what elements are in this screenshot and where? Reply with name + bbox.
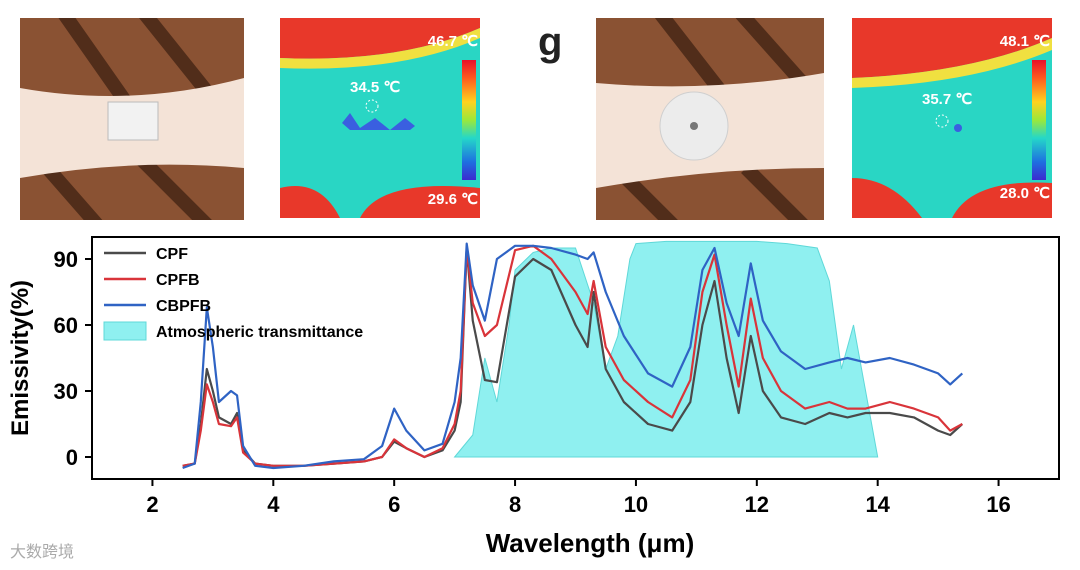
x-axis-label: Wavelength (μm) xyxy=(486,528,695,558)
y-axis-label: Emissivity(%) xyxy=(7,280,34,436)
max-temp-label: 46.7 ℃ xyxy=(427,33,478,50)
x-tick-label: 8 xyxy=(509,492,521,517)
panel-label: g xyxy=(538,20,563,64)
series-line-cbpfb xyxy=(182,242,964,470)
legend-label: CPF xyxy=(156,246,188,263)
max-temp-label: 48.1 ℃ xyxy=(999,33,1050,50)
y-tick-label: 30 xyxy=(54,379,78,404)
fabric-patch-square xyxy=(107,101,159,141)
color-scale-bar xyxy=(462,60,476,180)
photo-arm-left xyxy=(20,18,244,220)
x-tick-label: 16 xyxy=(986,492,1010,517)
x-tick-label: 6 xyxy=(388,492,400,517)
center-temp-label: 34.5 ℃ xyxy=(350,79,401,96)
emissivity-chart: 2 4 6 8 10 12 14 16 0 30 60 90 CPF CPFB CBPFB Atmosphe… xyxy=(7,236,1060,558)
min-temp-label: 28.0 ℃ xyxy=(999,185,1050,202)
x-tick-label: 12 xyxy=(745,492,769,517)
x-tick-label: 14 xyxy=(865,492,890,517)
y-tick-label: 0 xyxy=(66,445,78,470)
x-tick-label: 10 xyxy=(624,492,648,517)
series-line-cpfb xyxy=(182,244,963,467)
legend-label: CBPFB xyxy=(156,298,211,315)
x-tick-label: 2 xyxy=(146,492,158,517)
thermal-image-left: 46.7 ℃ 34.5 ℃ 29.6 ℃ xyxy=(280,18,480,218)
min-temp-label: 29.6 ℃ xyxy=(427,191,478,208)
y-tick-label: 90 xyxy=(54,247,78,272)
legend-label: Atmospheric transmittance xyxy=(156,324,363,341)
plot-frame xyxy=(91,236,1060,480)
thermal-image-right: 48.1 ℃ 35.7 ℃ 28.0 ℃ xyxy=(852,18,1052,218)
photo-arm-right xyxy=(596,18,824,220)
y-tick-label: 60 xyxy=(54,313,78,338)
x-tick-label: 4 xyxy=(267,492,280,517)
watermark: 大数跨境 xyxy=(10,542,75,561)
legend-swatch xyxy=(103,321,147,341)
center-temp-label: 35.7 ℃ xyxy=(922,91,973,108)
color-scale-bar xyxy=(1032,60,1046,180)
legend-label: CPFB xyxy=(156,272,200,289)
